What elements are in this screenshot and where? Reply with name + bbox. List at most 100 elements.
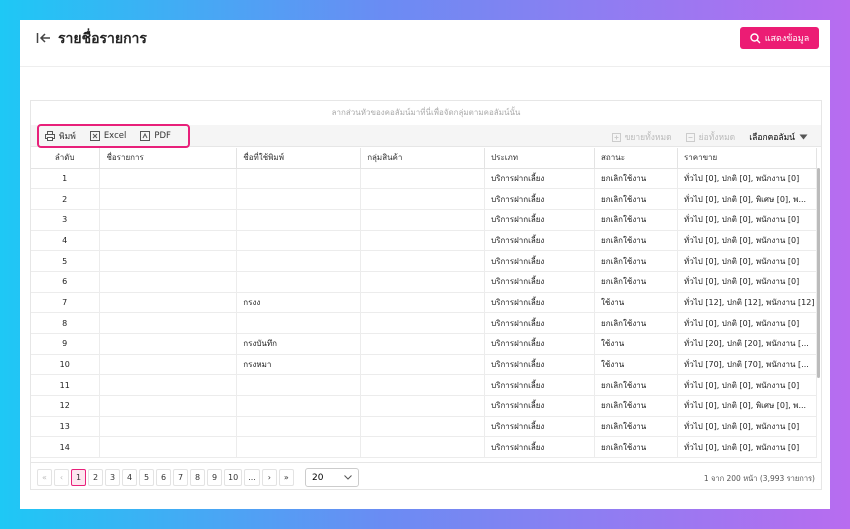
- table-cell: [360, 312, 486, 334]
- table-row[interactable]: 6 บริการฝากเลี้ยง ยกเลิกใช้งาน ทั่วไป [0], …: [31, 271, 817, 293]
- page-button[interactable]: 8: [190, 469, 205, 486]
- table-cell: 4: [31, 230, 101, 252]
- table-cell: บริการฝากเลี้ยง: [484, 436, 595, 459]
- table-cell: ยกเลิกใช้งาน: [594, 209, 678, 231]
- table-cell: ยกเลิกใช้งาน: [594, 230, 678, 252]
- table-body: 1 บริการฝากเลี้ยง ยกเลิกใช้งาน ทั่วไป [0], …: [31, 168, 817, 459]
- table-cell: [236, 271, 362, 293]
- export-group: พิมพ์ Excel PDF: [37, 124, 190, 148]
- table-cell: [99, 354, 238, 376]
- page-size-select[interactable]: 20: [305, 468, 359, 487]
- table-cell: [360, 416, 486, 438]
- table-cell: บริการฝากเลี้ยง: [484, 374, 595, 397]
- table-row[interactable]: 4 บริการฝากเลี้ยง ยกเลิกใช้งาน ทั่วไป [0], …: [31, 230, 817, 252]
- divider: [20, 66, 830, 67]
- prev-page-button[interactable]: ‹: [54, 469, 69, 486]
- scrollbar[interactable]: [817, 168, 820, 378]
- page-button[interactable]: 6: [156, 469, 171, 486]
- expand-all-button[interactable]: ขยายทั้งหมด: [611, 130, 672, 144]
- table-row[interactable]: 7 กรงง บริการฝากเลี้ยง ใช้งาน ทั่วไป [12], ป…: [31, 292, 817, 314]
- pager: «‹ 1 2 3 4 5 6 7 8 9 10... ›»: [37, 469, 294, 486]
- button-label: แสดงข้อมูล: [764, 34, 810, 44]
- table-cell: 1: [31, 168, 101, 190]
- table-cell: บริการฝากเลี้ยง: [484, 168, 595, 190]
- toolbar-right: ขยายทั้งหมด ย่อทั้งหมด เลือกคอลัมน์: [611, 130, 808, 144]
- table-cell: [360, 436, 486, 459]
- column-chooser[interactable]: เลือกคอลัมน์: [749, 130, 808, 144]
- column-header[interactable]: ลำดับ: [31, 148, 101, 169]
- table-cell: ทั่วไป [0], ปกติ [0], พนักงาน [0]: [677, 436, 817, 459]
- column-header[interactable]: ชื่อรายการ: [99, 148, 238, 169]
- page-button[interactable]: 5: [139, 469, 154, 486]
- table-row[interactable]: 10 กรงหมา บริการฝากเลี้ยง ใช้งาน ทั่วไป [70]…: [31, 354, 817, 376]
- ellipsis-button[interactable]: ...: [244, 469, 260, 486]
- pager-summary: 1 จาก 200 หน้า (3,993 รายการ): [703, 474, 815, 483]
- page-button[interactable]: 2: [88, 469, 103, 486]
- table-cell: บริการฝากเลี้ยง: [484, 292, 595, 314]
- table-cell: [360, 292, 486, 314]
- page-button[interactable]: 9: [207, 469, 222, 486]
- table-cell: [360, 188, 486, 210]
- column-header[interactable]: ประเภท: [484, 148, 595, 169]
- table-cell: ทั่วไป [0], ปกติ [0], พิเศษ [0], พ...: [677, 395, 817, 417]
- show-data-button[interactable]: แสดงข้อมูล: [740, 27, 819, 49]
- table-cell: [236, 436, 362, 459]
- table-row[interactable]: 2 บริการฝากเลี้ยง ยกเลิกใช้งาน ทั่วไป [0], …: [31, 188, 817, 210]
- table-row[interactable]: 3 บริการฝากเลี้ยง ยกเลิกใช้งาน ทั่วไป [0], …: [31, 209, 817, 231]
- page-button[interactable]: 7: [173, 469, 188, 486]
- table-cell: ใช้งาน: [594, 354, 678, 376]
- group-hint: ลากส่วนหัวของคอลัมน์มาที่นี่เพื่อจัดกลุ่…: [331, 108, 521, 117]
- column-header[interactable]: ราคาขาย: [677, 148, 817, 169]
- table-cell: ทั่วไป [0], ปกติ [0], พนักงาน [0]: [677, 209, 817, 231]
- table-cell: 8: [31, 312, 101, 334]
- grid-body: ลำดับ ชื่อรายการ ชื่อที่ใช้พิมพ์ กลุ่มสินค้…: [31, 148, 817, 462]
- page-button[interactable]: 1: [71, 469, 86, 486]
- page-button[interactable]: 4: [122, 469, 137, 486]
- table-cell: [99, 292, 238, 314]
- table-cell: [360, 333, 486, 355]
- table-cell: ทั่วไป [20], ปกติ [20], พนักงาน [...: [677, 333, 817, 355]
- table-cell: 2: [31, 188, 101, 210]
- table-cell: 5: [31, 250, 101, 272]
- back-button[interactable]: [36, 31, 52, 45]
- page-button[interactable]: 3: [105, 469, 120, 486]
- table-cell: ทั่วไป [0], ปกติ [0], พนักงาน [0]: [677, 312, 817, 334]
- next-page-button[interactable]: ›: [261, 469, 277, 486]
- column-header[interactable]: กลุ่มสินค้า: [360, 148, 486, 169]
- table-cell: [236, 188, 362, 210]
- excel-button[interactable]: Excel: [89, 131, 126, 141]
- column-header[interactable]: ชื่อที่ใช้พิมพ์: [236, 148, 362, 169]
- table-row[interactable]: 11 บริการฝากเลี้ยง ยกเลิกใช้งาน ทั่วไป [0],…: [31, 374, 817, 397]
- table-cell: [99, 374, 238, 397]
- last-page-button[interactable]: »: [278, 469, 294, 486]
- pdf-label: PDF: [154, 131, 171, 141]
- table-row[interactable]: 13 บริการฝากเลี้ยง ยกเลิกใช้งาน ทั่วไป [0],…: [31, 416, 817, 438]
- table-row[interactable]: 14 บริการฝากเลี้ยง ยกเลิกใช้งาน ทั่วไป [0],…: [31, 436, 817, 459]
- table-cell: บริการฝากเลี้ยง: [484, 250, 595, 272]
- table-cell: ใช้งาน: [594, 333, 678, 355]
- table-row[interactable]: 12 บริการฝากเลี้ยง ยกเลิกใช้งาน ทั่วไป [0],…: [31, 395, 817, 417]
- first-page-button[interactable]: «: [37, 469, 52, 486]
- table-row[interactable]: 9 กรงบันทึก บริการฝากเลี้ยง ใช้งาน ทั่วไป [2…: [31, 333, 817, 355]
- table-cell: บริการฝากเลี้ยง: [484, 188, 595, 210]
- table-cell: 10: [31, 354, 101, 376]
- print-button[interactable]: พิมพ์: [45, 129, 76, 143]
- table-cell: [360, 354, 486, 376]
- table-cell: [99, 312, 238, 334]
- table-cell: ยกเลิกใช้งาน: [594, 374, 678, 397]
- table-row[interactable]: 8 บริการฝากเลี้ยง ยกเลิกใช้งาน ทั่วไป [0], …: [31, 312, 817, 334]
- table-cell: ยกเลิกใช้งาน: [594, 395, 678, 417]
- page-title: รายชื่อรายการ: [58, 31, 147, 47]
- pdf-button[interactable]: PDF: [140, 131, 171, 141]
- table-cell: ทั่วไป [0], ปกติ [0], พนักงาน [0]: [677, 250, 817, 272]
- page-button[interactable]: 10: [224, 469, 243, 486]
- collapse-all-button[interactable]: ย่อทั้งหมด: [685, 130, 735, 144]
- table-row[interactable]: 5 บริการฝากเลี้ยง ยกเลิกใช้งาน ทั่วไป [0], …: [31, 250, 817, 272]
- table-cell: ทั่วไป [0], ปกติ [0], พนักงาน [0]: [677, 230, 817, 252]
- table-cell: [99, 436, 238, 459]
- table-cell: [236, 230, 362, 252]
- table-cell: [99, 188, 238, 210]
- table-row[interactable]: 1 บริการฝากเลี้ยง ยกเลิกใช้งาน ทั่วไป [0], …: [31, 168, 817, 190]
- column-header[interactable]: สถานะ: [594, 148, 678, 169]
